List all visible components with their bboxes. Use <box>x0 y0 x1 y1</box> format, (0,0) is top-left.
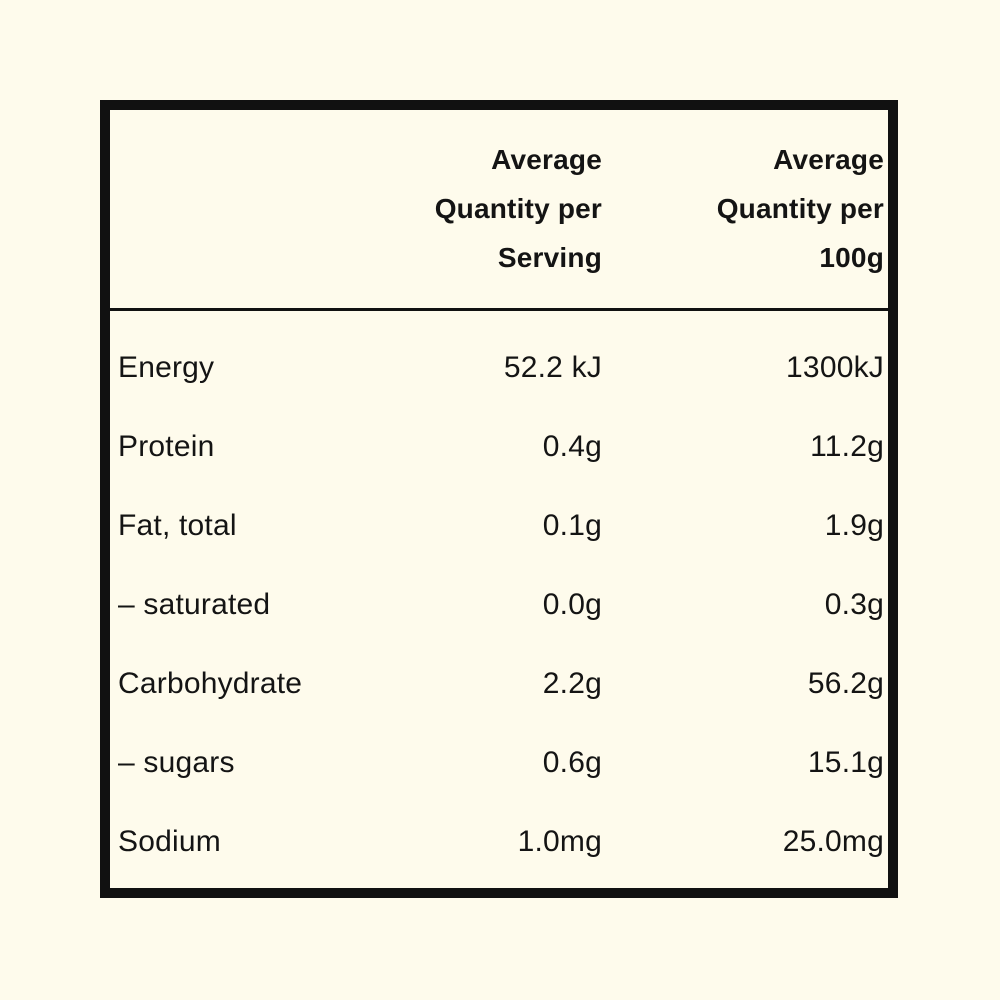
per-serving-value: 1.0mg <box>517 824 602 858</box>
table-row-protein: Protein 0.4g 11.2g <box>110 407 888 486</box>
per-serving-value: 0.6g <box>542 745 602 779</box>
table-row-saturated: – saturated 0.0g 0.3g <box>110 565 888 644</box>
per-100g-value: 1.9g <box>824 508 884 542</box>
header-per-serving-line: Quantity per <box>434 193 602 224</box>
nutrient-name: Fat, total <box>118 508 237 542</box>
per-100g-value: 0.3g <box>824 587 884 621</box>
per-100g-value: 56.2g <box>807 666 884 700</box>
per-100g-value: 25.0mg <box>782 824 884 858</box>
header-per-serving-line: Average <box>491 144 602 175</box>
table-row-energy: Energy 52.2 kJ 1300kJ <box>110 328 888 407</box>
header-per-100g-line: Average <box>773 144 884 175</box>
nutrition-information-panel: Average Quantity per Serving Average Qua… <box>100 100 898 898</box>
table-row-sugars: – sugars 0.6g 15.1g <box>110 723 888 802</box>
header-per-100g-line: 100g <box>819 242 884 273</box>
header-per-100g-line: Quantity per <box>716 193 884 224</box>
per-100g-value: 11.2g <box>810 429 884 463</box>
per-100g-value: 1300kJ <box>786 350 884 384</box>
per-serving-value: 52.2 kJ <box>503 350 602 384</box>
table-row-fat-total: Fat, total 0.1g 1.9g <box>110 486 888 565</box>
nutrient-name: – saturated <box>118 587 271 621</box>
nutrient-name: Energy <box>118 350 215 384</box>
nutrient-name: Carbohydrate <box>118 666 303 700</box>
header-per-serving-line: Serving <box>497 242 602 273</box>
table-row-sodium: Sodium 1.0mg 25.0mg <box>110 802 888 881</box>
per-100g-value: 15.1g <box>807 745 884 779</box>
header-per-100g: Average Quantity per 100g <box>602 135 884 282</box>
nutrient-name: – sugars <box>118 745 235 779</box>
header-per-serving: Average Quantity per Serving <box>362 135 602 282</box>
table-header: Average Quantity per Serving Average Qua… <box>110 110 888 311</box>
table-row-carbohydrate: Carbohydrate 2.2g 56.2g <box>110 644 888 723</box>
nutrient-name: Sodium <box>118 824 221 858</box>
table-body: Energy 52.2 kJ 1300kJ Protein 0.4g 11.2g… <box>110 311 888 881</box>
per-serving-value: 0.0g <box>542 587 602 621</box>
per-serving-value: 0.1g <box>542 508 602 542</box>
per-serving-value: 0.4g <box>542 429 602 463</box>
nutrient-name: Protein <box>118 429 215 463</box>
per-serving-value: 2.2g <box>542 666 602 700</box>
